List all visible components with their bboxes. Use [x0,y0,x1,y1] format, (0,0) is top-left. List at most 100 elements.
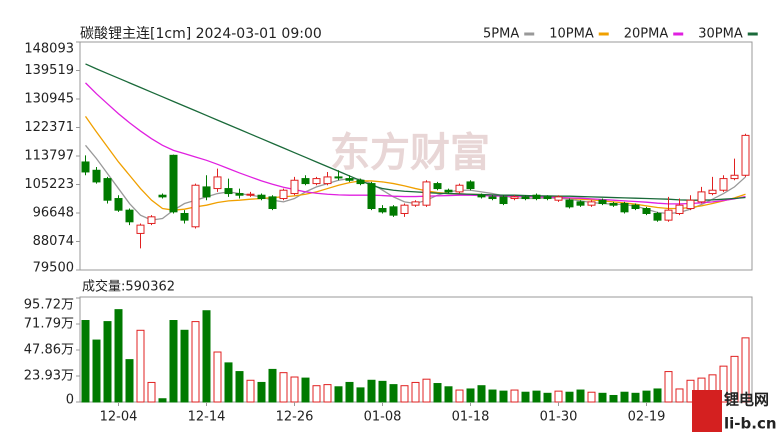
volume-bar [114,309,123,403]
candle-body [433,183,442,190]
volume-bar [246,379,255,403]
chart-title: 碳酸锂主连[1cm] 2024-03-01 09:00 [80,26,322,42]
volume-title: 成交量:590362 [82,279,175,295]
candle-body [477,194,486,198]
volume-bar [598,392,607,403]
candle-body [103,178,112,201]
logo-subtitle: li-b.cn [724,415,777,433]
y-tick-label: 122371 [24,120,74,135]
volume-bar [444,386,453,403]
candle-body [411,201,420,206]
x-tick-label: 12-04 [100,410,138,425]
volume-bar [675,388,684,403]
candle-body [312,178,321,185]
volume-bar [664,371,673,403]
volume-bar [389,384,398,403]
volume-bar [202,310,211,403]
volume-bar [455,389,464,403]
x-tick-label: 01-30 [540,410,578,425]
volume-bar [554,390,563,403]
candle-body [235,193,244,196]
volume-bar [356,387,365,403]
y-tick-label: 23.93万 [24,369,74,384]
y-tick-label: 47.86万 [24,343,74,358]
volume-bar [609,394,618,403]
candle-body [246,193,255,196]
candle-body [301,178,310,185]
candle-body [125,209,134,223]
candle-body [587,201,596,206]
volume-bar [378,380,387,403]
y-tick-label: 130945 [24,91,74,106]
volume-bar [345,381,354,403]
y-tick-label: 139519 [24,63,74,78]
y-tick-label: 0 [66,393,74,408]
volume-bar [279,372,288,403]
volume-bar [158,398,167,403]
volume-bar [631,392,640,403]
candle-body [378,208,387,213]
candle-body [499,196,508,205]
y-tick-label: 95.72万 [24,298,74,313]
volume-bar [488,389,497,403]
legend-label: 10PMA [549,27,594,42]
candle-body [741,134,750,176]
volume-bar [653,388,662,403]
volume-bar [576,389,585,403]
volume-bar [433,383,442,403]
candle-body [532,194,541,200]
candle-body [169,154,178,213]
candle-body [323,176,332,185]
volume-bar [741,337,750,403]
volume-bar [81,320,90,403]
legend-label: 30PMA [698,27,743,42]
candle-body [653,212,662,221]
y-tick-label: 71.79万 [24,317,74,332]
volume-bar [466,388,475,403]
volume-bar [224,362,233,403]
candle-body [114,198,123,211]
x-tick-label: 12-26 [276,410,314,425]
candle-body [389,206,398,216]
volume-bar [290,376,299,403]
y-tick-label: 88074 [33,234,74,249]
candle-body [334,176,343,179]
volume-bar [620,391,629,403]
candle-body [136,224,145,234]
candle-body [730,174,739,180]
candle-body [466,181,475,190]
candle-body [400,204,409,214]
candle-body [224,188,233,195]
y-tick-label: 148093 [24,42,74,57]
candle-body [686,199,695,210]
volume-bar [334,386,343,403]
candle-body [576,201,585,206]
candle-body [609,203,618,206]
volume-bar [301,377,310,403]
candle-body [708,189,717,195]
volume-bar [587,391,596,403]
y-tick-label: 113797 [24,148,74,163]
volume-bar [543,392,552,403]
volume-bar [268,368,277,403]
y-tick-label: 79500 [33,261,74,276]
candle-body [257,194,266,200]
volume-bar [411,381,420,403]
volume-bar [147,381,156,403]
volume-bar [521,391,530,403]
volume-bar [499,390,508,403]
ma-line [85,63,746,201]
volume-bar [257,381,266,403]
candle-body [510,196,519,200]
candle-body [279,189,288,200]
y-tick-label: 96648 [33,206,74,221]
logo-icon [692,390,722,432]
volume-bar [477,385,486,403]
volume-bar [235,371,244,403]
volume-bar [312,385,321,403]
volume-bar [719,365,728,403]
candle-body [92,169,101,183]
legend-label: 5PMA [483,27,519,42]
volume-bar [532,390,541,403]
